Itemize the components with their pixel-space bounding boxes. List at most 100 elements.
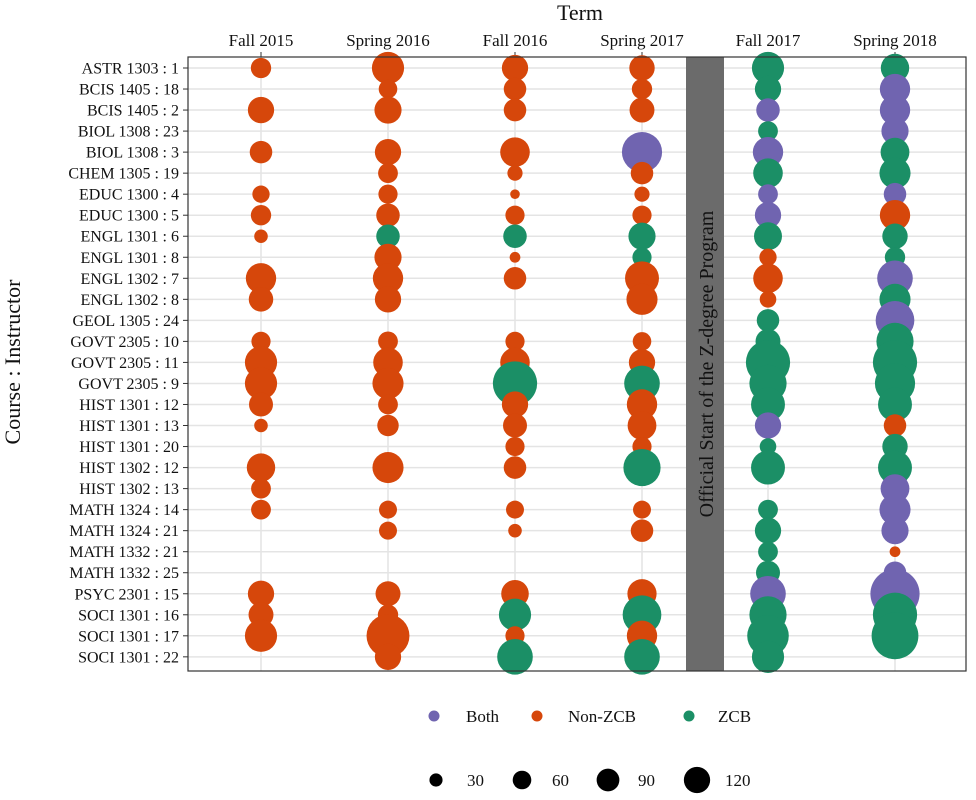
data-point-non-zcb — [889, 546, 901, 558]
data-point-non-zcb — [378, 331, 398, 352]
data-point-zcb — [882, 223, 908, 249]
legend-label-non-zcb: Non-ZCB — [568, 707, 636, 726]
data-point-non-zcb — [753, 263, 783, 294]
data-point-zcb — [492, 361, 538, 406]
data-point-non-zcb — [631, 78, 653, 100]
data-point-zcb — [878, 387, 912, 422]
y-tick-label-biol-1308-3: BIOL 1308 : 3 — [86, 145, 179, 162]
data-point-non-zcb — [254, 229, 268, 244]
data-point-non-zcb — [244, 619, 278, 652]
y-tick-label-engl-1301-8: ENGL 1301 : 8 — [80, 250, 179, 267]
data-point-non-zcb — [250, 205, 272, 226]
legend-size-circle-90 — [596, 768, 620, 792]
data-point-zcb — [880, 137, 910, 167]
data-point-non-zcb — [508, 523, 522, 538]
data-point-non-zcb — [630, 519, 654, 542]
data-point-both — [883, 182, 907, 206]
data-point-non-zcb — [505, 331, 525, 351]
data-point-non-zcb — [372, 263, 404, 294]
data-point-both — [879, 494, 911, 526]
data-point-non-zcb — [251, 331, 271, 351]
data-point-non-zcb — [759, 291, 777, 308]
legend-label-both: Both — [466, 707, 500, 726]
data-point-non-zcb — [245, 263, 277, 294]
data-point-non-zcb — [366, 614, 410, 658]
x-tick-label-spring-2018: Spring 2018 — [853, 31, 937, 50]
data-point-non-zcb — [372, 367, 404, 400]
y-tick-label-bcis-1405-18: BCIS 1405 : 18 — [79, 82, 179, 99]
data-point-non-zcb — [509, 251, 521, 263]
data-point-non-zcb — [501, 54, 529, 82]
y-axis-title: Course : Instructor — [0, 279, 25, 445]
data-points — [244, 51, 920, 675]
data-point-both — [754, 202, 782, 229]
data-point-non-zcb — [374, 243, 402, 271]
data-point-zcb — [751, 450, 785, 485]
y-tick-label-soci-1301-22: SOCI 1301 : 22 — [78, 649, 179, 666]
data-point-non-zcb — [244, 367, 278, 400]
data-point-non-zcb — [246, 453, 276, 482]
data-point-zcb — [754, 222, 782, 251]
data-point-non-zcb — [503, 98, 527, 122]
data-point-zcb — [751, 387, 785, 422]
y-tick-label-math-1332-25: MATH 1332 : 25 — [69, 565, 179, 582]
data-point-both — [880, 474, 910, 503]
data-point-zcb — [503, 224, 527, 249]
data-point-zcb — [754, 517, 782, 544]
data-point-non-zcb — [630, 161, 654, 185]
y-tick-label-psyc-2301-15: PSYC 2301 : 15 — [75, 586, 179, 603]
data-point-non-zcb — [632, 332, 652, 351]
y-tick-label-govt-2305-11: GOVT 2305 : 11 — [71, 355, 179, 372]
data-point-non-zcb — [879, 200, 911, 231]
data-point-non-zcb — [503, 267, 527, 290]
y-tick-label-govt-2305-10: GOVT 2305 : 10 — [70, 334, 179, 351]
y-tick-label-math-1324-14: MATH 1324 : 14 — [69, 502, 179, 519]
data-point-non-zcb — [375, 581, 401, 607]
y-tick-label-hist-1302-13: HIST 1302 : 13 — [79, 481, 179, 498]
grid-lines — [188, 57, 966, 671]
data-point-non-zcb — [510, 189, 520, 199]
y-tick-label-govt-2305-9: GOVT 2305 : 9 — [78, 376, 179, 393]
x-tick-label-spring-2017: Spring 2017 — [600, 31, 684, 50]
data-point-non-zcb — [503, 413, 527, 438]
data-point-non-zcb — [252, 185, 270, 203]
data-point-non-zcb — [633, 500, 651, 519]
data-point-non-zcb — [505, 436, 525, 457]
legend-swatch-both — [428, 710, 440, 722]
data-point-zcb — [623, 448, 661, 487]
data-point-non-zcb — [634, 186, 650, 202]
data-point-both — [758, 184, 778, 205]
data-point-both — [879, 94, 911, 126]
y-tick-label-engl-1302-7: ENGL 1302 : 7 — [80, 271, 179, 288]
y-tick-label-engl-1301-6: ENGL 1301 : 6 — [80, 229, 179, 246]
y-tick-label-chem-1305-19: CHEM 1305 : 19 — [68, 166, 179, 183]
data-point-non-zcb — [374, 286, 402, 313]
data-point-non-zcb — [505, 205, 525, 225]
data-point-non-zcb — [378, 184, 398, 204]
data-point-non-zcb — [378, 394, 398, 415]
legend-size-circle-120 — [683, 766, 711, 794]
data-point-both — [754, 412, 782, 439]
data-point-non-zcb — [372, 452, 404, 484]
program-start-annotation: Official Start of the Z-degree Program — [696, 210, 718, 517]
data-point-non-zcb — [251, 478, 271, 499]
x-tick-labels: Fall 2015 Spring 2016 Fall 2016 Spring 2017… — [229, 31, 937, 57]
x-tick-label-spring-2016: Spring 2016 — [346, 31, 430, 50]
y-tick-label-hist-1301-12: HIST 1301 : 12 — [79, 397, 179, 414]
data-point-non-zcb — [247, 580, 275, 607]
data-point-zcb — [871, 612, 919, 660]
data-point-non-zcb — [249, 392, 273, 417]
data-point-non-zcb — [371, 51, 405, 85]
y-tick-label-geol-1305-24: GEOL 1305 : 24 — [72, 313, 179, 330]
data-point-zcb — [879, 157, 911, 189]
data-point-both — [879, 73, 911, 105]
legend-swatch-zcb — [683, 710, 695, 722]
data-point-zcb — [751, 51, 785, 85]
y-tick-label-bcis-1405-2: BCIS 1405 : 2 — [87, 103, 179, 120]
legend-label-zcb: ZCB — [718, 707, 751, 726]
data-point-non-zcb — [248, 287, 274, 312]
data-point-non-zcb — [378, 163, 398, 184]
data-point-non-zcb — [374, 138, 402, 166]
x-tick-label-fall-2015: Fall 2015 — [229, 31, 294, 50]
